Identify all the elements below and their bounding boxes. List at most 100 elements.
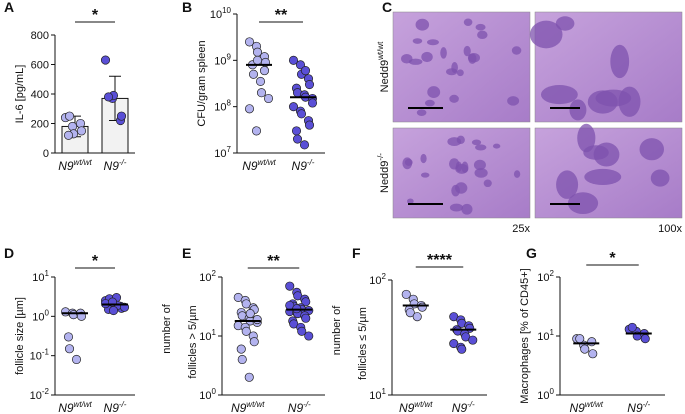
follicle-blob (567, 192, 599, 215)
y-tick-label: 1010 (210, 6, 232, 21)
data-point (64, 344, 75, 354)
follicle-blob (402, 157, 413, 170)
y-tick-label: 102 (369, 272, 386, 287)
significance-label: **** (427, 252, 453, 269)
follicle-blob (471, 139, 482, 146)
x-tick-label: N9wt/wt (58, 400, 92, 414)
follicle-blob (610, 44, 630, 79)
y-axis-title: follicles > 5/µm (187, 305, 199, 378)
y-tick-label: 109 (214, 52, 231, 67)
y-tick-label: 0 (43, 148, 49, 160)
data-point (580, 344, 590, 354)
data-point (288, 102, 299, 112)
x-tick-label: N9wt/wt (242, 158, 276, 173)
data-point (296, 109, 307, 119)
tick-exp: 0 (550, 387, 555, 396)
x-tick-label-sup: wt/wt (258, 158, 277, 167)
data-point (244, 372, 254, 382)
follicle-blob (426, 39, 439, 46)
follicle-blob (475, 23, 486, 31)
data-point (588, 349, 598, 359)
tick-base: 10 (30, 351, 42, 363)
follicle-blob (577, 123, 596, 153)
y-tick-label: 100 (32, 308, 49, 323)
x-tick-label-base: N9 (58, 159, 74, 173)
data-point (292, 134, 303, 144)
data-point (256, 88, 267, 98)
x-tick-label-base: N9 (569, 401, 585, 414)
data-point (76, 126, 87, 136)
y-tick-label: 101 (199, 328, 216, 343)
y-tick-label: 200 (31, 119, 49, 131)
tick-exp: 9 (227, 52, 232, 61)
tick-exp: 1 (382, 387, 387, 396)
follicle-blob (449, 203, 464, 212)
y-tick-label: 10-1 (30, 348, 50, 363)
follicle-blob (440, 47, 447, 59)
tick-exp: 1 (550, 328, 555, 337)
follicle-blob (455, 182, 468, 194)
tick-base: 10 (537, 390, 549, 402)
tick-exp: 0 (45, 308, 50, 317)
follicle-blob (456, 69, 464, 77)
y-axis-title: number of (331, 305, 343, 355)
x-tick-label-sup: -/- (643, 400, 651, 409)
x-tick-label: N9wt/wt (399, 400, 433, 414)
follicle-blob (473, 159, 486, 171)
x-tick-label: N9-/- (104, 158, 127, 173)
x-tick-label-base: N9 (288, 401, 304, 414)
data-point (244, 104, 255, 114)
tick-exp: 1 (45, 269, 50, 278)
y-tick-label: 100 (199, 387, 216, 402)
data-point (71, 354, 82, 365)
data-point (457, 344, 467, 354)
data-point (304, 120, 315, 130)
tick-exp: 7 (227, 145, 232, 154)
follicle-blob (540, 84, 578, 105)
data-point (63, 332, 74, 342)
data-point (63, 130, 74, 140)
x-tick-label-sup: wt/wt (74, 400, 93, 409)
data-point (401, 289, 411, 299)
x-tick-label-sup: wt/wt (74, 158, 93, 167)
follicle-blob (529, 20, 563, 49)
x-tick-label-sup: -/- (307, 158, 315, 167)
data-point (300, 66, 311, 76)
x-tick-label: N9-/- (288, 400, 311, 414)
tick-exp: 2 (382, 272, 387, 281)
data-point (575, 334, 585, 344)
tick-exp: -1 (42, 348, 50, 357)
tick-base: 10 (32, 311, 44, 323)
data-point (241, 299, 251, 309)
follicle-blob (556, 170, 579, 199)
y-tick-label: 101 (537, 328, 554, 343)
y-tick-label: 108 (214, 99, 231, 114)
tick-base: 10 (199, 272, 211, 284)
x-tick-label-base: N9 (104, 159, 120, 173)
data-point (252, 55, 263, 65)
y-tick-label: 101 (369, 387, 386, 402)
follicle-blob (650, 169, 670, 187)
panel-letter: B (182, 0, 192, 15)
y-tick-label: 600 (31, 60, 49, 72)
follicle-blob (477, 30, 488, 40)
row-label-sup: -/- (376, 153, 385, 161)
follicle-blob (584, 168, 622, 185)
histology-image (392, 11, 531, 123)
follicle-blob (461, 203, 473, 215)
data-point (252, 315, 262, 325)
x-tick-label-base: N9 (231, 401, 247, 414)
x-tick-label-base: N9 (292, 159, 308, 173)
row-label: Nedd9wt/wt (376, 41, 391, 92)
tick-exp: 0 (212, 387, 217, 396)
tick-base: 10 (214, 102, 226, 114)
y-tick-label: 400 (31, 89, 49, 101)
data-point (251, 126, 262, 136)
data-point (412, 312, 422, 322)
x-tick-label-base: N9 (627, 401, 643, 414)
y-tick-label: 10-2 (30, 387, 50, 402)
follicle-blob (416, 109, 427, 116)
data-point (288, 55, 299, 65)
follicle-blob (507, 96, 520, 106)
follicle-blob (420, 172, 430, 178)
